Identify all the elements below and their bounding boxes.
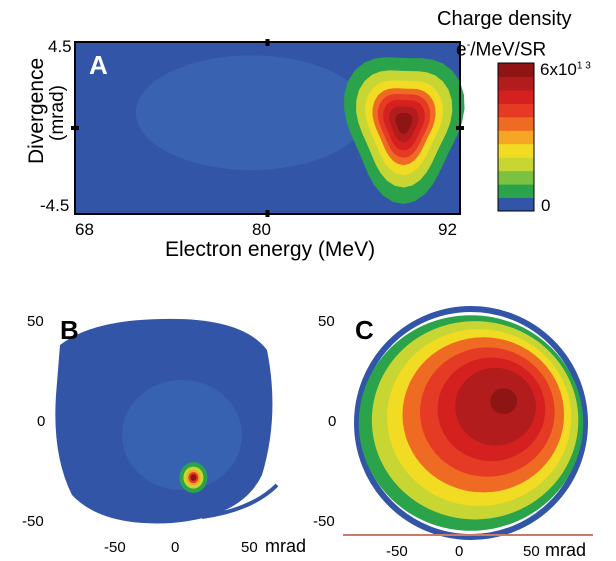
colorbar-max-exp: 1 3: [576, 60, 591, 72]
ylabel-a-divergence: Divergence: [25, 57, 48, 164]
colorbar-segment: [498, 63, 534, 77]
colorbar-unit-sup: -: [466, 39, 471, 51]
xtick-c-0: 0: [455, 543, 464, 560]
ylabel-a-mrad: (mrad): [47, 85, 68, 141]
colorbar-segment: [498, 143, 534, 158]
heatmap-b: B: [55, 315, 279, 524]
xtick-b-0: 0: [171, 539, 180, 556]
colorbar-segment: [498, 170, 534, 185]
heatmap-a-faint-tail: [135, 55, 367, 171]
colorbar-scale: [497, 62, 535, 212]
xlabel-c: mrad: [545, 540, 587, 560]
xtick-a-92: 92: [438, 220, 457, 239]
xtick-c-50: 50: [523, 543, 540, 560]
colorbar-segment: [498, 130, 534, 145]
heatmap-a: A: [71, 39, 465, 217]
colorbar-unit-rest: /MeV/SR: [470, 39, 547, 61]
ytick-c-50: 50: [318, 313, 335, 330]
xlabel-b: mrad: [265, 536, 307, 556]
xtick-b-minus50: -50: [104, 539, 126, 556]
colorbar-min-label: 0: [541, 196, 551, 215]
heatmap-b-beam-spot: [190, 474, 197, 481]
colorbar-segment: [498, 76, 534, 91]
colorbar-title: Charge density: [437, 8, 572, 30]
panel-a-letter: A: [89, 50, 108, 80]
xlabel-a: Electron energy (MeV): [165, 238, 376, 261]
ytick-b-0: 0: [37, 413, 46, 430]
colorbar-max-label: 6x101 3: [540, 60, 591, 80]
colorbar-segment: [498, 116, 534, 131]
heatmap-c-contour: [490, 388, 518, 415]
ytick-b-minus50: -50: [22, 513, 44, 530]
colorbar-segment: [498, 89, 534, 104]
colorbar-segment: [498, 197, 534, 212]
xtick-a-80: 80: [252, 220, 271, 239]
xtick-b-50: 50: [241, 539, 258, 556]
heatmap-b-shade: [122, 380, 242, 490]
ytick-c-0: 0: [328, 413, 337, 430]
ytick-b-50: 50: [27, 313, 44, 330]
heatmap-c: C: [343, 306, 593, 540]
colorbar-segment: [498, 103, 534, 118]
colorbar-segment: [498, 184, 534, 199]
colorbar-border: [497, 62, 535, 212]
xtick-a-68: 68: [75, 220, 94, 239]
colorbar-unit: e-/MeV/SR: [456, 39, 546, 61]
xtick-c-minus50: -50: [386, 543, 408, 560]
heatmap-b-edge-arc: [201, 483, 279, 519]
panel-c-letter: C: [355, 315, 374, 345]
heatmap-a-contour: [395, 113, 413, 134]
ytick-a-top: 4.5: [48, 37, 72, 56]
colorbar-unit-prefix: e: [456, 39, 467, 61]
colorbar-segment: [498, 157, 534, 172]
ytick-c-minus50: -50: [313, 513, 335, 530]
panel-b-letter: B: [60, 315, 79, 345]
ytick-a-bottom: -4.5: [40, 196, 70, 215]
heatmap-c-outer-ring: [354, 306, 588, 540]
colorbar-max-base: 6x10: [540, 60, 577, 79]
